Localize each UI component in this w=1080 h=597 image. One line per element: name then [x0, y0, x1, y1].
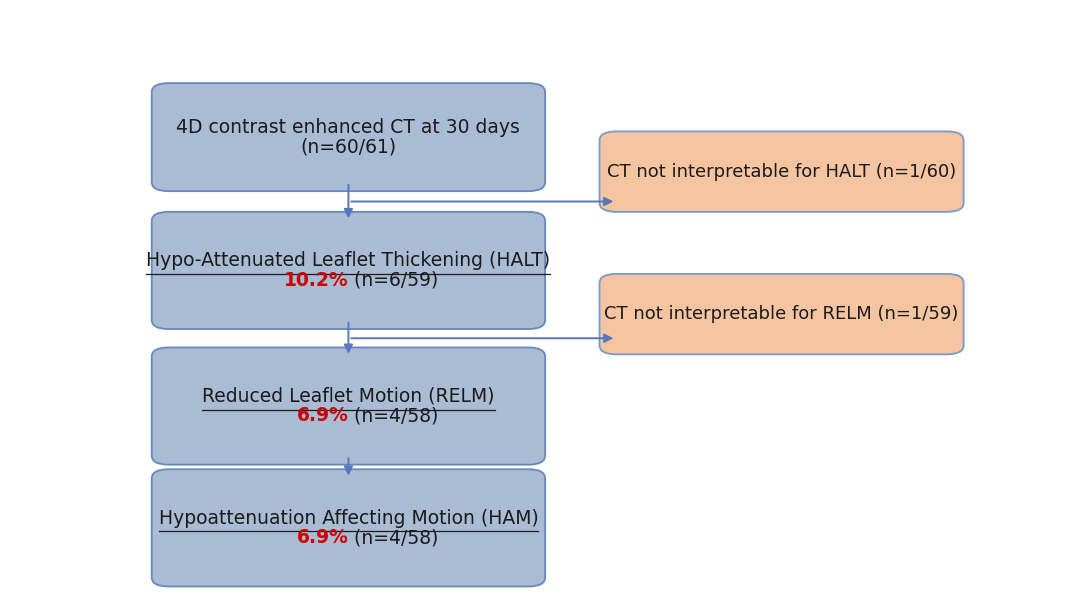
- Text: CT not interpretable for RELM (n=1/59): CT not interpretable for RELM (n=1/59): [605, 305, 959, 323]
- Text: 10.2%: 10.2%: [284, 270, 349, 290]
- FancyBboxPatch shape: [151, 212, 545, 329]
- Text: Hypoattenuation Affecting Motion (HAM): Hypoattenuation Affecting Motion (HAM): [159, 509, 538, 528]
- Text: Reduced Leaflet Motion (RELM): Reduced Leaflet Motion (RELM): [202, 387, 495, 406]
- FancyBboxPatch shape: [151, 347, 545, 464]
- Text: 6.9%: 6.9%: [297, 406, 349, 425]
- Text: (n=4/58): (n=4/58): [349, 406, 438, 425]
- FancyBboxPatch shape: [599, 131, 963, 212]
- Text: CT not interpretable for HALT (n=1/60): CT not interpretable for HALT (n=1/60): [607, 162, 956, 181]
- Text: Hypo-Attenuated Leaflet Thickening (HALT): Hypo-Attenuated Leaflet Thickening (HALT…: [147, 251, 551, 270]
- Text: 4D contrast enhanced CT at 30 days: 4D contrast enhanced CT at 30 days: [176, 118, 521, 137]
- FancyBboxPatch shape: [599, 274, 963, 355]
- Text: (n=6/59): (n=6/59): [349, 270, 438, 290]
- Text: (n=60/61): (n=60/61): [300, 137, 396, 156]
- Text: 6.9%: 6.9%: [297, 528, 349, 547]
- Text: (n=4/58): (n=4/58): [349, 528, 438, 547]
- FancyBboxPatch shape: [151, 469, 545, 586]
- FancyBboxPatch shape: [151, 83, 545, 191]
